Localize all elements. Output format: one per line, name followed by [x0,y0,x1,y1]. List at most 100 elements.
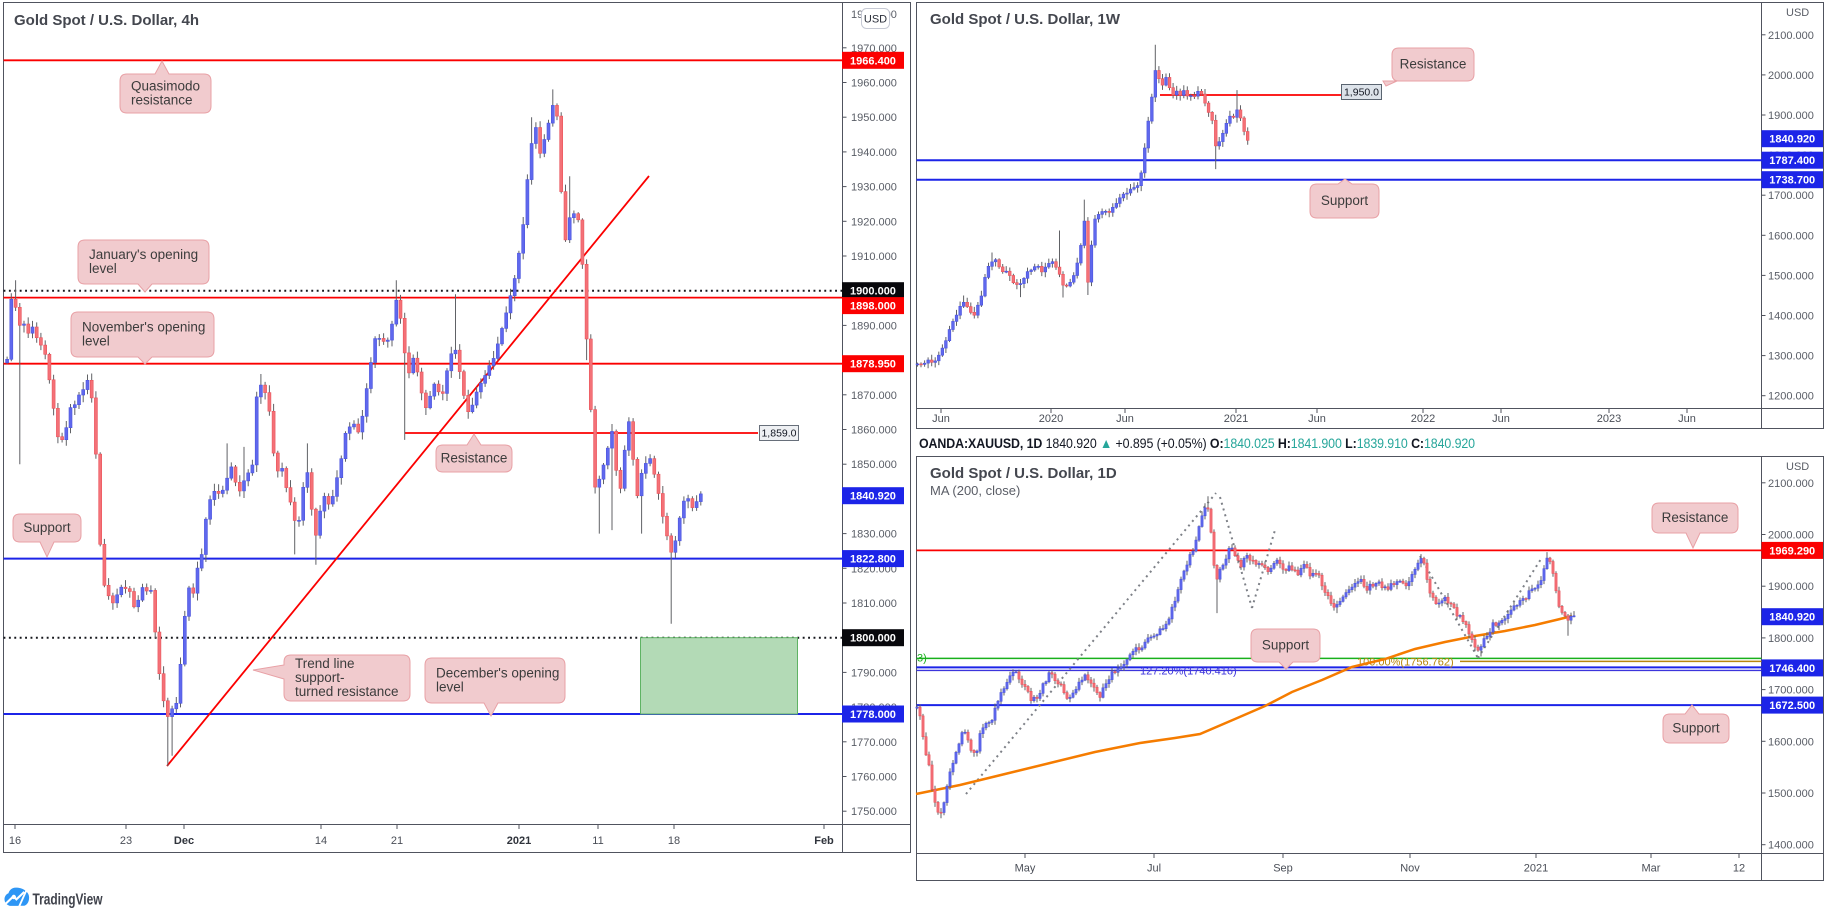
svg-text:1830.000: 1830.000 [851,529,897,541]
svg-text:Sep: Sep [1273,863,1293,875]
svg-text:1810.000: 1810.000 [851,598,897,610]
svg-text:Support: Support [1262,637,1310,652]
svg-text:1878.950: 1878.950 [850,359,896,371]
svg-text:Resistance: Resistance [441,450,508,465]
svg-text:1840.920: 1840.920 [1769,612,1815,624]
svg-text:Trend line: Trend line [295,656,355,671]
svg-text:2000.000: 2000.000 [1768,530,1814,542]
svg-text:1840.920: 1840.920 [850,491,896,503]
svg-text:127.20%(1740.416): 127.20%(1740.416) [1140,665,1237,677]
svg-text:Dec: Dec [174,835,194,847]
svg-text:1600.000: 1600.000 [1768,736,1814,748]
svg-text:1500.000: 1500.000 [1768,788,1814,800]
svg-text:1920.000: 1920.000 [851,216,897,228]
svg-text:3): 3) [917,653,927,665]
svg-text:2023: 2023 [1597,413,1621,425]
svg-text:1950.000: 1950.000 [851,112,897,124]
svg-text:11: 11 [592,835,603,847]
svg-text:1770.000: 1770.000 [851,737,897,749]
svg-text:May: May [1015,863,1036,875]
svg-text:1900.000: 1900.000 [1768,581,1814,593]
svg-text:1966.400: 1966.400 [850,55,896,67]
svg-text:Feb: Feb [814,835,834,847]
svg-text:Support: Support [1321,193,1369,208]
svg-text:Jun: Jun [1492,413,1510,425]
svg-text:1746.400: 1746.400 [1769,663,1815,675]
svg-text:1700.000: 1700.000 [1768,190,1814,202]
svg-text:Jun: Jun [1116,413,1134,425]
svg-text:1,950.0: 1,950.0 [1344,87,1379,99]
svg-text:2021: 2021 [507,835,531,847]
svg-text:Jul: Jul [1147,863,1161,875]
svg-text:Quasimodo: Quasimodo [131,78,200,93]
svg-text:1787.400: 1787.400 [1769,155,1815,167]
svg-text:1600.000: 1600.000 [1768,230,1814,242]
svg-text:support-: support- [295,670,345,685]
svg-text:2100.000: 2100.000 [1768,30,1814,42]
svg-text:Gold Spot / U.S. Dollar, 4h: Gold Spot / U.S. Dollar, 4h [14,12,199,29]
svg-text:Resistance: Resistance [1400,56,1467,71]
svg-text:January's opening: January's opening [89,247,198,262]
svg-text:12: 12 [1733,863,1745,875]
svg-text:1778.000: 1778.000 [850,709,896,721]
svg-text:1840.920: 1840.920 [1769,134,1815,146]
svg-text:18: 18 [668,835,680,847]
svg-text:Jun: Jun [932,413,950,425]
svg-text:1822.800: 1822.800 [850,554,896,566]
svg-text:1898.000: 1898.000 [850,301,896,313]
svg-text:1750.000: 1750.000 [851,806,897,818]
svg-text:1672.500: 1672.500 [1769,700,1815,712]
svg-text:Gold Spot / U.S. Dollar, 1D: Gold Spot / U.S. Dollar, 1D [930,465,1117,482]
svg-text:TradingView: TradingView [33,892,104,909]
svg-text:Support: Support [23,520,71,535]
svg-text:Mar: Mar [1642,863,1661,875]
svg-text:level: level [89,261,117,276]
svg-text:2020: 2020 [1039,413,1063,425]
svg-text:OANDA:XAUUSD, 1D 1840.920 ▲ +: OANDA:XAUUSD, 1D 1840.920 ▲ +0.895 (+0.0… [919,436,1475,451]
svg-text:1400.000: 1400.000 [1768,311,1814,323]
svg-text:2021: 2021 [1224,413,1248,425]
svg-text:21: 21 [391,835,403,847]
svg-text:1790.000: 1790.000 [851,667,897,679]
svg-text:1760.000: 1760.000 [851,772,897,784]
svg-text:resistance: resistance [131,92,193,107]
svg-text:MA (200, close): MA (200, close) [930,483,1020,498]
svg-text:1,859.0: 1,859.0 [761,428,796,440]
svg-text:16: 16 [9,835,21,847]
svg-text:1738.700: 1738.700 [1769,175,1815,187]
svg-text:1940.000: 1940.000 [851,147,897,159]
svg-text:November's opening: November's opening [82,319,205,334]
svg-text:Support: Support [1672,720,1720,735]
svg-text:1800.000: 1800.000 [850,633,896,645]
svg-text:Jun: Jun [1308,413,1326,425]
svg-text:1400.000: 1400.000 [1768,840,1814,852]
svg-text:level: level [436,679,464,694]
svg-text:1930.000: 1930.000 [851,182,897,194]
svg-text:1890.000: 1890.000 [851,320,897,332]
svg-text:1960.000: 1960.000 [851,78,897,90]
svg-text:Gold Spot / U.S. Dollar, 1W: Gold Spot / U.S. Dollar, 1W [930,11,1121,28]
svg-text:2000.000: 2000.000 [1768,70,1814,82]
svg-text:2100.000: 2100.000 [1768,478,1814,490]
svg-text:turned resistance: turned resistance [295,684,399,699]
svg-text:2021: 2021 [1524,863,1548,875]
svg-text:1900.000: 1900.000 [1768,110,1814,122]
svg-text:December's opening: December's opening [436,665,559,680]
svg-text:1860.000: 1860.000 [851,425,897,437]
svg-text:1870.000: 1870.000 [851,390,897,402]
svg-text:1500.000: 1500.000 [1768,270,1814,282]
svg-text:1200.000: 1200.000 [1768,391,1814,403]
svg-text:2022: 2022 [1411,413,1435,425]
svg-text:USD: USD [864,14,887,26]
svg-text:1910.000: 1910.000 [851,251,897,263]
svg-text:Jun: Jun [1678,413,1696,425]
svg-text:1800.000: 1800.000 [1768,633,1814,645]
svg-text:1900.000: 1900.000 [850,286,896,298]
svg-text:Resistance: Resistance [1662,510,1729,525]
svg-text:14: 14 [315,835,327,847]
svg-text:23: 23 [120,835,132,847]
svg-text:1300.000: 1300.000 [1768,351,1814,363]
svg-text:1700.000: 1700.000 [1768,685,1814,697]
svg-text:level: level [82,333,110,348]
svg-text:1850.000: 1850.000 [851,459,897,471]
